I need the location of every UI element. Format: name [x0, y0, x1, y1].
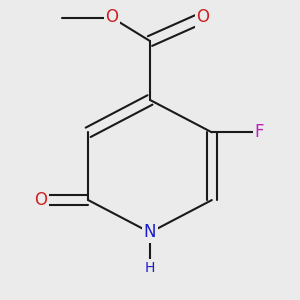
Text: H: H: [145, 261, 155, 275]
Text: F: F: [254, 123, 264, 141]
Text: O: O: [34, 191, 48, 209]
Text: O: O: [105, 8, 118, 26]
Text: N: N: [144, 224, 156, 242]
Text: O: O: [196, 8, 209, 26]
